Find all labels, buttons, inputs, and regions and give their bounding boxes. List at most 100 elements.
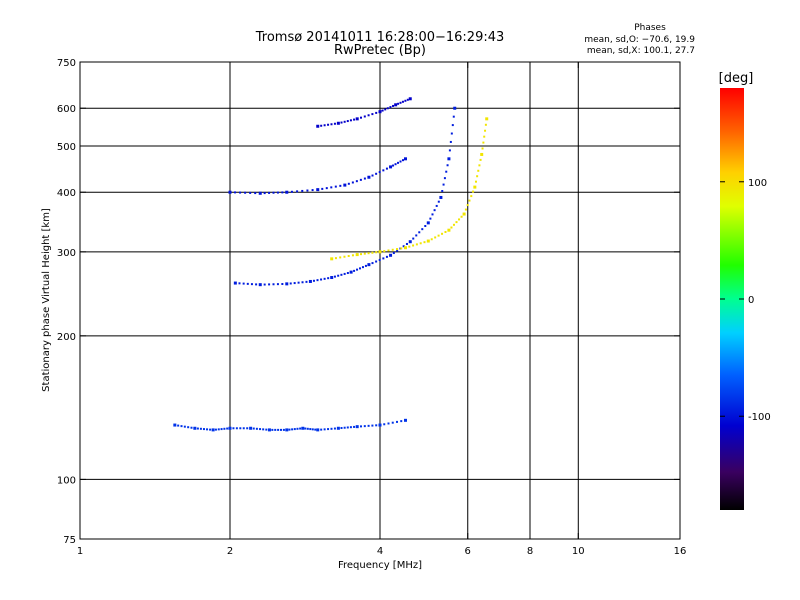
data-point xyxy=(408,97,412,101)
trace-point xyxy=(375,111,378,114)
trace-point xyxy=(351,181,354,184)
data-point xyxy=(316,428,320,432)
data-point xyxy=(258,283,262,287)
data-point xyxy=(403,418,407,422)
trace-point xyxy=(478,164,481,167)
trace-point xyxy=(343,272,346,275)
trace-point xyxy=(470,195,473,198)
trace-point xyxy=(321,187,324,190)
trace-point xyxy=(288,428,291,431)
trace-point xyxy=(343,426,346,429)
trace-point xyxy=(434,236,437,239)
trace-point xyxy=(394,163,397,166)
trace-point xyxy=(314,428,317,431)
trace-point xyxy=(363,115,366,118)
trace-point xyxy=(479,158,482,161)
data-point xyxy=(394,103,398,107)
x-tick-label: 2 xyxy=(227,546,233,557)
trace-point xyxy=(435,204,438,207)
trace-point xyxy=(323,428,326,431)
data-point xyxy=(285,428,289,432)
trace-point xyxy=(226,427,229,430)
trace-point xyxy=(445,170,448,173)
trace-point xyxy=(406,98,409,101)
trace-point xyxy=(476,175,479,178)
colorbar-label: [deg] xyxy=(719,71,754,86)
trace-point xyxy=(206,428,209,431)
colorbar-ticks: 100 0 -100 xyxy=(720,178,771,423)
y-tick-label: 200 xyxy=(57,332,76,343)
y-tick-label: 750 xyxy=(57,58,76,69)
trace-point xyxy=(392,104,395,107)
trace-point xyxy=(359,178,362,181)
trace-point xyxy=(311,428,314,431)
trace-point xyxy=(455,221,458,224)
trace-point xyxy=(299,427,302,430)
trace-point xyxy=(415,234,418,237)
data-point xyxy=(426,239,430,243)
trace-point xyxy=(242,282,245,285)
trace-point xyxy=(400,420,403,423)
trace-point xyxy=(306,189,309,192)
trace-point xyxy=(217,428,220,431)
trace-point xyxy=(441,232,444,235)
trace-point xyxy=(296,427,299,430)
trace-point xyxy=(190,426,193,429)
trace-point xyxy=(484,129,487,132)
data-point xyxy=(355,253,359,257)
trace-point xyxy=(452,223,455,226)
grid-lines xyxy=(80,62,680,539)
data-point xyxy=(336,426,340,430)
trace-point xyxy=(355,180,358,183)
trace-point xyxy=(209,428,212,431)
trace-point xyxy=(232,427,235,430)
trace-point xyxy=(405,242,408,245)
x-tick-label: 8 xyxy=(527,546,533,557)
trace-point xyxy=(389,106,392,109)
colorbar-tick-label: 0 xyxy=(748,295,754,306)
trace-point xyxy=(272,191,275,194)
trace-point xyxy=(363,425,366,428)
trace-point xyxy=(382,257,385,260)
trace-point xyxy=(391,248,394,251)
trace-point xyxy=(402,245,405,248)
trace-point xyxy=(408,245,411,248)
trace-point xyxy=(187,426,190,429)
trace-point xyxy=(309,428,312,431)
trace-point xyxy=(293,282,296,285)
trace-point xyxy=(460,215,463,218)
trace-point xyxy=(400,247,403,250)
trace-point xyxy=(356,268,359,271)
x-tick-label: 4 xyxy=(377,546,383,557)
trace-point xyxy=(433,209,436,212)
data-point xyxy=(453,106,457,110)
trace-point xyxy=(281,191,284,194)
data-point xyxy=(378,110,382,114)
trace-point xyxy=(330,427,333,430)
trace-point xyxy=(359,267,362,270)
trace-point xyxy=(305,280,308,283)
trace-point xyxy=(271,428,274,431)
trace-point xyxy=(415,243,418,246)
trace-point xyxy=(383,423,386,426)
trace-point xyxy=(347,255,350,258)
trace-point xyxy=(290,190,293,193)
data-point xyxy=(426,221,430,225)
trace-point xyxy=(378,258,381,261)
trace-point xyxy=(450,132,453,135)
phases-o-stats: mean, sd,O: −70.6, 19.9 xyxy=(584,35,695,45)
trace-point xyxy=(306,427,309,430)
trace-point xyxy=(202,428,205,431)
trace-point xyxy=(289,282,292,285)
trace-point xyxy=(343,120,346,123)
data-point xyxy=(447,157,451,161)
trace-point xyxy=(450,226,453,229)
trace-point xyxy=(327,123,330,126)
trace-point xyxy=(346,272,349,275)
trace-point xyxy=(375,424,378,427)
data-point xyxy=(330,257,334,261)
trace-point xyxy=(246,282,249,285)
trace-point xyxy=(249,191,252,194)
trace-point xyxy=(371,424,374,427)
